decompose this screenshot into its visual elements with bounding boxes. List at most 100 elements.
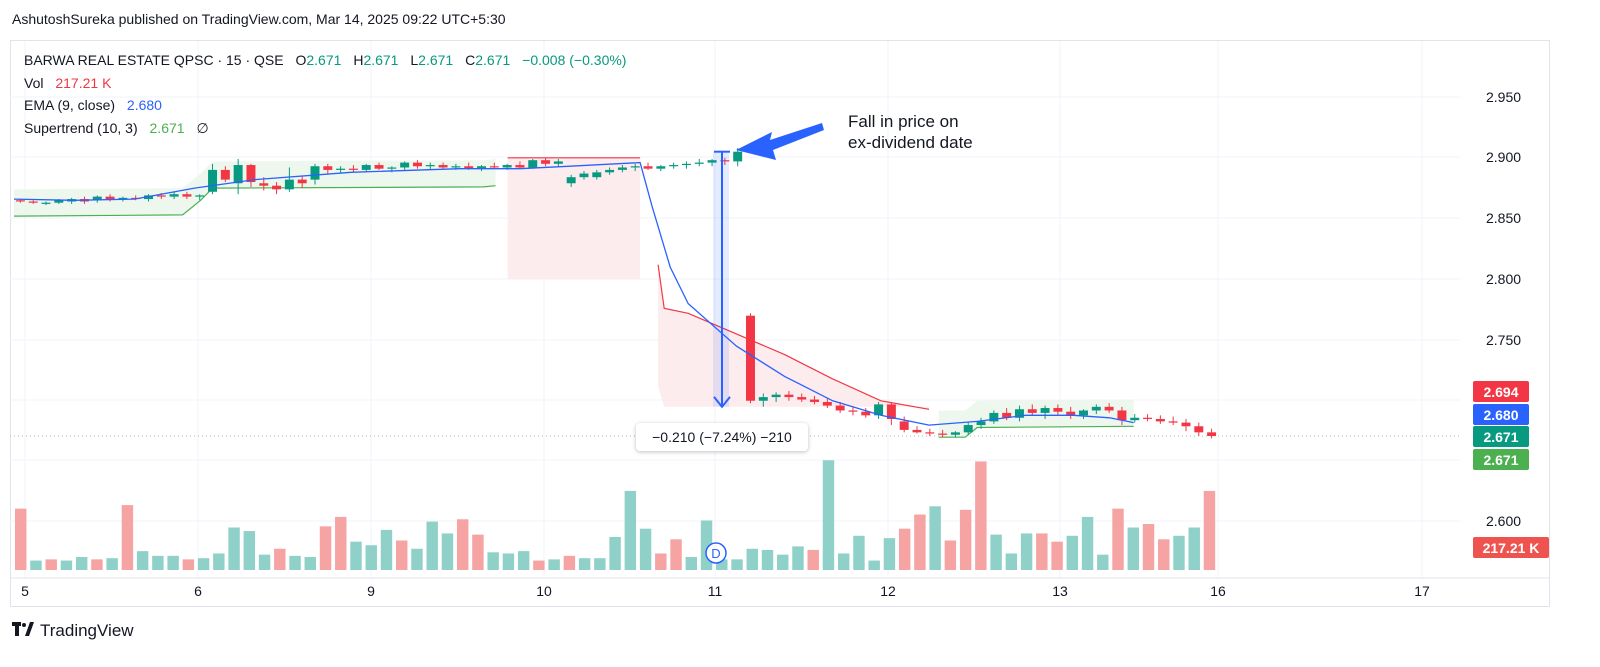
annotation-text[interactable]: Fall in price on ex-dividend date	[848, 111, 973, 153]
legend-row-volume[interactable]: Vol 217.21 K	[24, 72, 626, 95]
candle-body	[515, 165, 525, 168]
tradingview-logo[interactable]: TradingView	[12, 621, 134, 641]
volume-label: Vol	[24, 74, 44, 91]
measure-label: −0.210 (−7.24%) −210	[636, 423, 808, 451]
volume-bar	[670, 539, 682, 570]
volume-bar	[15, 508, 27, 570]
supertrend-up-fill	[938, 399, 1134, 438]
supertrend-fills	[14, 157, 1134, 438]
candle-body	[246, 165, 256, 183]
price-tag-supertrend-down: 2.694	[1473, 381, 1529, 402]
candle-body	[233, 165, 243, 184]
price-tag-close: 2.671	[1473, 426, 1529, 447]
candle-body	[925, 432, 935, 434]
volume-bar	[1203, 490, 1216, 570]
volume-bar	[700, 520, 713, 570]
candle-body	[1168, 421, 1178, 423]
volume-bar	[502, 553, 515, 570]
volume-bar	[197, 558, 210, 570]
volume-bar	[335, 516, 347, 570]
volume-bar	[411, 548, 423, 570]
candle-body	[361, 165, 371, 170]
volume-value: 217.21 K	[55, 74, 112, 91]
candle-body	[874, 404, 884, 416]
volume-bar	[609, 536, 621, 570]
candle-body	[425, 165, 435, 167]
volume-bar	[350, 541, 362, 570]
low-value: 2.671	[418, 52, 454, 68]
ema-value: 2.680	[126, 97, 162, 113]
symbol-name[interactable]: BARWA REAL ESTATE QPSC · 15 · QSE	[24, 52, 284, 68]
candles	[15, 148, 1217, 439]
y-tick-label: 2.850	[1486, 210, 1521, 226]
volume-bar	[853, 535, 865, 570]
volume-bar	[274, 548, 286, 570]
volume-bar	[121, 505, 134, 570]
volume-bar	[213, 553, 225, 570]
volume-bar	[472, 534, 484, 570]
change-value: −0.008 (−0.30%)	[522, 52, 627, 68]
volume-bar	[807, 549, 819, 570]
volume-bar	[639, 528, 652, 570]
volume-bar	[304, 557, 316, 570]
candle-body	[374, 165, 384, 169]
candle-body	[681, 163, 691, 166]
dividend-marker: D	[705, 542, 727, 564]
candle-body	[41, 202, 51, 204]
x-tick-label: 13	[1052, 583, 1068, 599]
open-label: O	[295, 52, 307, 68]
supertrend-down-fill	[658, 264, 929, 410]
candle-body	[566, 177, 576, 184]
supertrend-up-line	[938, 425, 1134, 438]
volume-bar	[624, 490, 637, 570]
candle-body	[694, 162, 704, 164]
candle-body	[1027, 409, 1037, 413]
legend-row-supertrend[interactable]: Supertrend (10, 3) 2.671 ∅	[24, 117, 626, 140]
candle-body	[502, 165, 512, 168]
volume-bar	[563, 555, 576, 570]
chart-frame[interactable]	[10, 40, 1550, 607]
volume-bar	[746, 548, 758, 570]
volume-bar	[380, 529, 393, 570]
volume-bar	[777, 554, 789, 570]
volume-bar	[243, 531, 256, 570]
chart-legend: BARWA REAL ESTATE QPSC · 15 · QSE O 2.671…	[24, 49, 626, 139]
candle-body	[541, 160, 551, 164]
x-tick-label: 17	[1414, 583, 1430, 599]
volume-bar	[289, 555, 301, 570]
volume-bar	[883, 538, 896, 570]
tradingview-logo-icon	[12, 621, 34, 641]
candle-body	[451, 166, 461, 168]
candle-body	[1181, 422, 1191, 427]
volume-bar	[60, 560, 73, 570]
volume-bar	[761, 549, 774, 570]
candle-body	[1104, 406, 1114, 411]
volume-bar	[655, 553, 667, 570]
volume-bar	[837, 553, 850, 570]
volume-bar	[1051, 541, 1063, 570]
volume-bar	[30, 560, 42, 570]
supertrend-label: Supertrend (10, 3)	[24, 119, 138, 136]
volume-bar	[1005, 553, 1018, 570]
volume-bar	[578, 558, 591, 570]
candle-body	[758, 397, 768, 401]
volume-bar	[716, 559, 728, 570]
candle-body	[553, 161, 563, 164]
candle-body	[105, 196, 115, 200]
candle-body	[630, 166, 640, 168]
candle-body	[1207, 432, 1217, 436]
volume-bar	[1173, 535, 1185, 570]
candle-body	[412, 162, 422, 167]
legend-row-ema[interactable]: EMA (9, close) 2.680	[24, 94, 626, 117]
candle-body	[912, 429, 922, 433]
volume-bar	[228, 527, 240, 570]
candle-body	[144, 195, 153, 200]
candle-body	[989, 412, 999, 422]
candle-body	[822, 401, 832, 406]
x-tick-label: 5	[21, 583, 29, 599]
candle-body	[1079, 410, 1088, 416]
x-tick-label: 6	[194, 583, 202, 599]
candle-body	[746, 315, 755, 401]
candle-body	[1091, 406, 1101, 411]
